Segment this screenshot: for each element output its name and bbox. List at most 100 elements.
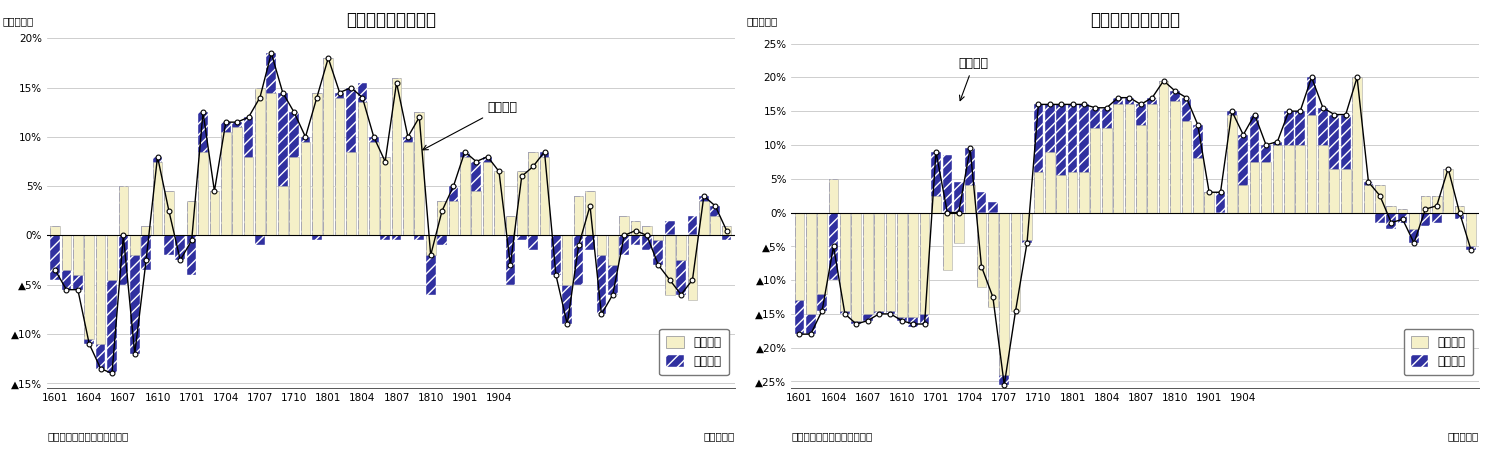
Bar (794, 212, 805, 334)
Bar (85, 235, 94, 339)
Bar (186, 235, 197, 275)
Bar (954, 212, 964, 243)
Bar (1113, 97, 1123, 212)
Bar (943, 155, 952, 212)
Bar (840, 212, 849, 314)
Bar (1068, 172, 1077, 212)
Bar (130, 235, 140, 354)
Bar (1250, 162, 1259, 212)
Bar (574, 196, 584, 235)
Bar (142, 226, 150, 235)
Bar (119, 186, 128, 235)
Bar (164, 191, 174, 235)
Bar (1204, 192, 1214, 212)
Text: （前年比）: （前年比） (3, 16, 34, 26)
Bar (654, 235, 663, 265)
Bar (1034, 104, 1043, 212)
Bar (517, 171, 526, 235)
Bar (301, 137, 310, 235)
Bar (505, 235, 516, 285)
Bar (164, 235, 174, 255)
Bar (61, 235, 72, 270)
Bar (1261, 162, 1271, 212)
Bar (1238, 135, 1249, 212)
Bar (1432, 212, 1442, 223)
Bar (1159, 81, 1168, 212)
Bar (863, 212, 873, 314)
Bar (1307, 115, 1316, 212)
Bar (483, 156, 492, 235)
Bar (863, 212, 873, 321)
Bar (1353, 78, 1362, 212)
Bar (806, 212, 815, 334)
Bar (198, 112, 209, 235)
Bar (828, 179, 839, 212)
Text: （年・月）: （年・月） (703, 431, 735, 441)
Bar (130, 235, 140, 255)
Bar (289, 156, 299, 235)
Bar (687, 216, 697, 235)
Bar (1228, 111, 1237, 212)
Bar (107, 235, 116, 373)
Bar (301, 142, 310, 235)
Bar (483, 161, 492, 235)
Bar (1193, 158, 1202, 212)
Bar (665, 221, 675, 235)
Bar (1135, 124, 1146, 212)
Bar (1432, 196, 1442, 212)
Bar (909, 212, 918, 317)
Bar (1034, 172, 1043, 212)
Bar (665, 235, 675, 295)
Bar (176, 235, 185, 260)
Bar (596, 235, 606, 255)
Bar (370, 137, 378, 235)
Bar (931, 196, 940, 212)
Bar (665, 235, 675, 295)
Bar (380, 156, 390, 235)
Bar (1295, 111, 1305, 212)
Bar (1329, 169, 1340, 212)
Bar (539, 156, 550, 235)
Bar (1250, 115, 1259, 212)
Bar (73, 235, 82, 275)
Bar (687, 235, 697, 299)
Bar (73, 235, 82, 290)
Bar (119, 186, 128, 235)
Bar (1044, 104, 1055, 212)
Bar (539, 152, 550, 235)
Bar (51, 235, 60, 280)
Bar (1056, 104, 1065, 212)
Bar (255, 87, 265, 235)
Bar (95, 235, 106, 344)
Bar (551, 235, 560, 275)
Bar (471, 161, 481, 235)
Bar (311, 235, 322, 240)
Bar (1216, 192, 1225, 212)
Bar (414, 112, 425, 235)
Bar (885, 212, 895, 310)
Bar (1375, 212, 1384, 223)
Bar (51, 226, 60, 235)
Bar (885, 212, 895, 314)
Bar (596, 235, 606, 314)
Bar (687, 235, 697, 299)
Bar (277, 92, 288, 235)
Bar (1363, 185, 1374, 212)
Bar (392, 235, 401, 240)
Bar (142, 235, 150, 270)
Bar (954, 182, 964, 212)
Bar (1375, 185, 1384, 212)
Bar (897, 212, 906, 317)
Bar (1341, 115, 1350, 212)
Bar (323, 58, 334, 235)
Bar (828, 179, 839, 212)
Bar (1091, 128, 1100, 212)
Bar (186, 201, 197, 235)
Bar (311, 92, 322, 235)
Bar (107, 235, 116, 280)
Bar (1238, 185, 1249, 212)
Bar (1284, 111, 1293, 212)
Bar (370, 142, 378, 235)
Bar (642, 235, 651, 250)
Bar (1193, 124, 1202, 212)
